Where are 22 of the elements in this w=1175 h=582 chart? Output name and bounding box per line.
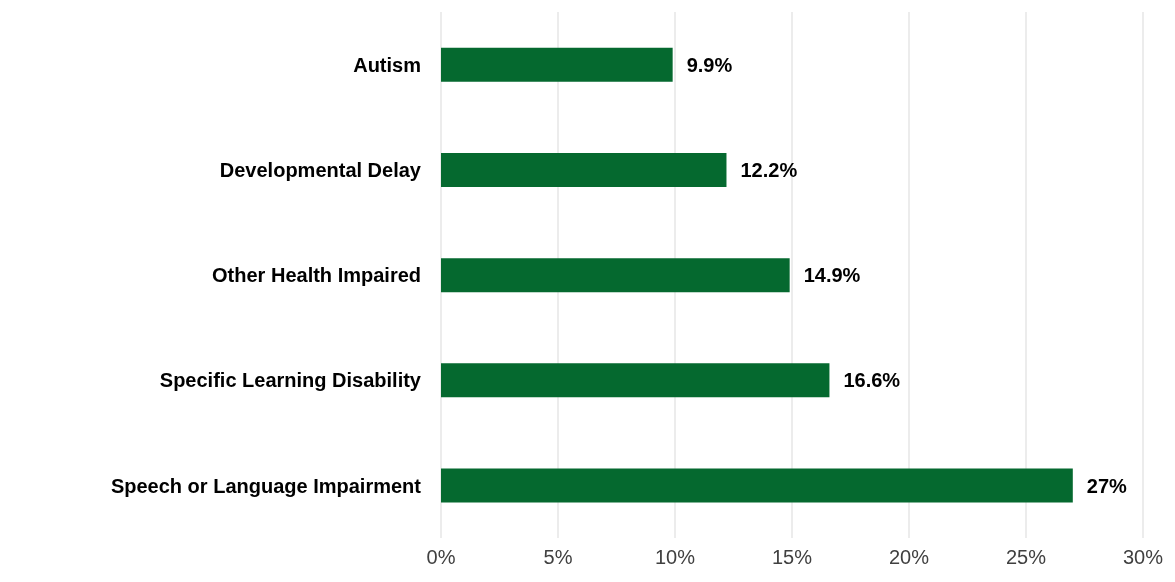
data-label: 14.9% [803,264,861,287]
x-tick-label: 30% [1122,546,1164,569]
data-label: 9.9% [686,53,733,76]
x-tick-label: 25% [1005,546,1047,569]
y-tick-label: Specific Learning Disability [159,369,422,392]
y-tick-label: Other Health Impaired [212,264,421,287]
bar [441,152,727,187]
bar [441,258,790,293]
data-label: 12.2% [740,159,798,182]
x-tick-label: 10% [654,546,696,569]
bar [441,47,673,82]
y-tick-label: Developmental Delay [219,158,422,181]
y-tick-label: Speech or Language Impairment [110,474,422,497]
x-tick-label: 5% [543,546,573,569]
x-tick-label: 15% [771,546,813,569]
x-tick-label: 0% [426,546,456,569]
data-label: 16.6% [843,369,901,392]
y-tick-label: Autism [353,53,421,76]
data-label: 27% [1086,474,1128,497]
bar [441,363,830,398]
x-tick-label: 20% [888,546,930,569]
bar [441,468,1073,503]
